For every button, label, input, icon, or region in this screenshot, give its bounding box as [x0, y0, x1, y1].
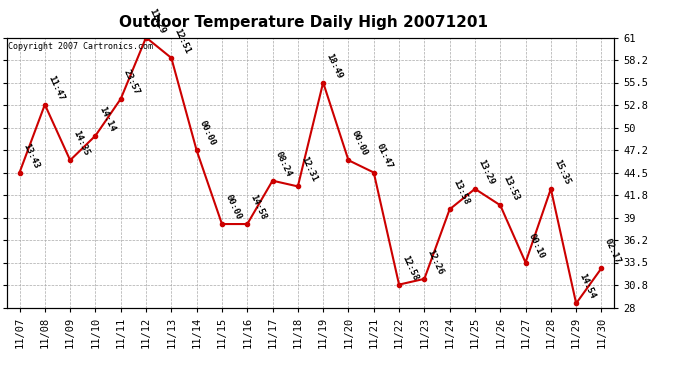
- Text: 12:31: 12:31: [299, 156, 319, 184]
- Text: 08:24: 08:24: [274, 150, 293, 178]
- Text: 13:58: 13:58: [451, 178, 471, 207]
- Text: 00:10: 00:10: [527, 231, 546, 260]
- Text: 18:49: 18:49: [324, 51, 344, 80]
- Text: 14:35: 14:35: [72, 129, 91, 158]
- Text: 13:29: 13:29: [476, 158, 496, 186]
- Text: 13:53: 13:53: [502, 174, 521, 202]
- Text: 00:00: 00:00: [224, 193, 243, 221]
- Text: 00:00: 00:00: [198, 120, 217, 148]
- Text: 12:51: 12:51: [172, 27, 193, 55]
- Text: 00:00: 00:00: [350, 129, 369, 158]
- Text: 12:26: 12:26: [426, 248, 445, 276]
- Text: 15:35: 15:35: [552, 158, 572, 186]
- Text: 13:43: 13:43: [21, 141, 41, 170]
- Text: 14:14: 14:14: [97, 105, 117, 133]
- Text: 02:17: 02:17: [603, 237, 622, 266]
- Text: Outdoor Temperature Daily High 20071201: Outdoor Temperature Daily High 20071201: [119, 15, 488, 30]
- Text: Copyright 2007 Cartronics.com: Copyright 2007 Cartronics.com: [8, 42, 152, 51]
- Text: 11:29: 11:29: [148, 6, 167, 35]
- Text: 12:58: 12:58: [400, 254, 420, 282]
- Text: 14:54: 14:54: [578, 273, 597, 301]
- Text: 11:47: 11:47: [46, 74, 66, 102]
- Text: 14:58: 14:58: [248, 193, 268, 221]
- Text: 23:57: 23:57: [122, 68, 141, 96]
- Text: 01:47: 01:47: [375, 141, 395, 170]
